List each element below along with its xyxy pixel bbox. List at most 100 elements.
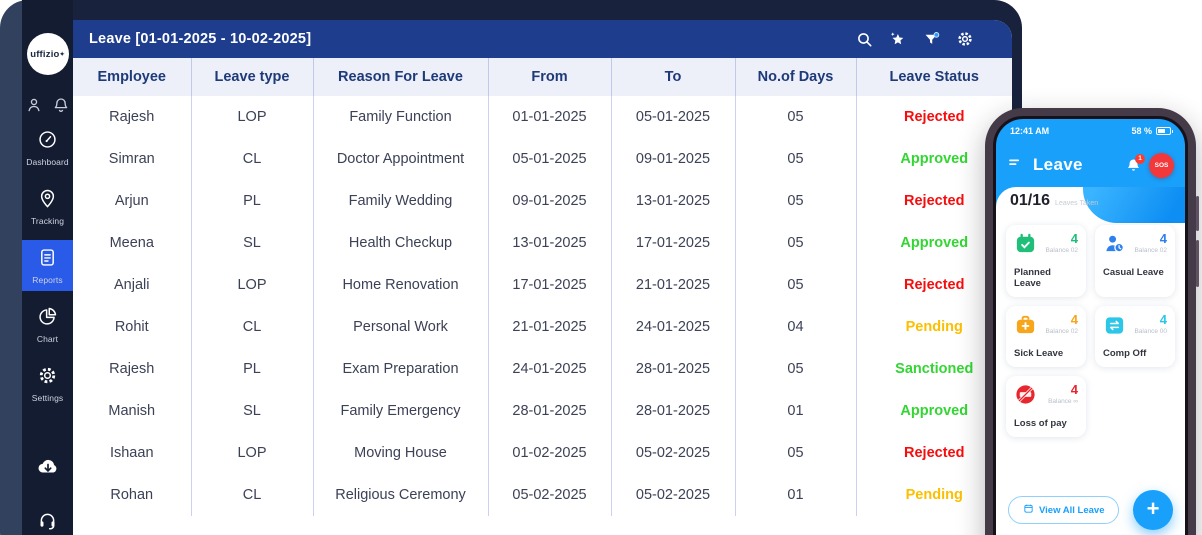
cell-days: 05 bbox=[735, 348, 857, 390]
cell-employee: Simran bbox=[73, 138, 192, 180]
view-all-leave-button[interactable]: View All Leave bbox=[1008, 496, 1120, 524]
sidebar-item-settings[interactable]: Settings bbox=[22, 358, 73, 409]
table-header-row: Employee Leave type Reason For Leave From To… bbox=[73, 58, 1012, 96]
sidebar-item-label: Tracking bbox=[30, 216, 65, 226]
cell-days: 04 bbox=[735, 306, 857, 348]
cell-from: 13-01-2025 bbox=[488, 222, 612, 264]
notification-badge: 1 bbox=[1135, 153, 1145, 164]
dashboard-gauge-icon bbox=[37, 129, 58, 155]
cell-employee: Rohan bbox=[73, 474, 192, 516]
cell-leave-type: LOP bbox=[191, 96, 314, 138]
cell-leave-type: LOP bbox=[191, 264, 314, 306]
leave-table-body: Rajesh LOP Family Function 01-01-2025 05-01-… bbox=[73, 96, 1012, 516]
table-row[interactable]: Rohan CL Religious Ceremony 05-02-2025 05-02… bbox=[73, 474, 1012, 516]
sidebar-item-reports[interactable]: Reports bbox=[22, 240, 73, 291]
table-row[interactable]: Anjali LOP Home Renovation 17-01-2025 21-01-… bbox=[73, 264, 1012, 306]
column-header[interactable]: Employee bbox=[73, 58, 192, 96]
column-header[interactable]: No.of Days bbox=[735, 58, 857, 96]
settings-gear-icon bbox=[37, 365, 58, 391]
phone-side-button bbox=[1195, 240, 1199, 287]
leave-balance: Balance 02 bbox=[1045, 247, 1078, 254]
cell-from: 01-01-2025 bbox=[488, 96, 612, 138]
calendar-check-icon bbox=[1014, 232, 1037, 260]
leave-type-card[interactable]: 4 Balance 02 Casual Leave bbox=[1095, 225, 1175, 297]
leave-type-card[interactable]: 4 Balance ∞ Loss of pay bbox=[1006, 376, 1086, 437]
leave-count: 4 bbox=[1159, 312, 1167, 327]
cell-reason: Moving House bbox=[313, 432, 489, 474]
leave-type-name: Comp Off bbox=[1103, 348, 1147, 359]
search-icon[interactable] bbox=[856, 31, 873, 48]
column-header[interactable]: Leave type bbox=[191, 58, 314, 96]
cell-employee: Ishaan bbox=[73, 432, 192, 474]
table-row[interactable]: Simran CL Doctor Appointment 05-01-2025 09-0… bbox=[73, 138, 1012, 180]
cloud-download-icon bbox=[36, 454, 60, 483]
table-row[interactable]: Manish SL Family Emergency 28-01-2025 28-01-… bbox=[73, 390, 1012, 432]
cell-employee: Arjun bbox=[73, 180, 192, 222]
sidebar-item-chart[interactable]: Chart bbox=[22, 299, 73, 350]
chart-pie-icon bbox=[37, 306, 58, 332]
column-header[interactable]: From bbox=[488, 58, 612, 96]
cell-leave-type: PL bbox=[191, 180, 314, 222]
gear-icon[interactable] bbox=[956, 30, 974, 48]
cell-reason: Doctor Appointment bbox=[313, 138, 489, 180]
sidebar-item-label: Settings bbox=[31, 393, 64, 403]
cell-days: 05 bbox=[735, 432, 857, 474]
star-icon[interactable] bbox=[888, 30, 907, 49]
cell-days: 01 bbox=[735, 390, 857, 432]
battery-percent: 58 % bbox=[1131, 126, 1152, 136]
add-leave-fab[interactable]: + bbox=[1133, 490, 1173, 530]
sidebar-item-label: Dashboard bbox=[26, 157, 69, 167]
cell-reason: Health Checkup bbox=[313, 222, 489, 264]
phone-bell-icon[interactable]: 1 bbox=[1125, 153, 1145, 174]
cell-leave-type: PL bbox=[191, 348, 314, 390]
header-wave-shape bbox=[1082, 187, 1185, 223]
cell-days: 01 bbox=[735, 474, 857, 516]
cell-to: 05-01-2025 bbox=[611, 96, 736, 138]
column-header[interactable]: Leave Status bbox=[856, 58, 1012, 96]
sidebar-item-tracking[interactable]: Tracking bbox=[22, 181, 73, 232]
table-row[interactable]: Rajesh PL Exam Preparation 24-01-2025 28-01-… bbox=[73, 348, 1012, 390]
cell-reason: Family Wedding bbox=[313, 180, 489, 222]
cell-to: 17-01-2025 bbox=[611, 222, 736, 264]
sidebar-item-dashboard[interactable]: Dashboard bbox=[22, 122, 73, 173]
cell-to: 24-01-2025 bbox=[611, 306, 736, 348]
medical-kit-icon bbox=[1014, 313, 1037, 341]
table-row[interactable]: Ishaan LOP Moving House 01-02-2025 05-02-202… bbox=[73, 432, 1012, 474]
sidebar-item-support[interactable]: Support bbox=[22, 503, 73, 535]
cell-from: 28-01-2025 bbox=[488, 390, 612, 432]
cell-to: 09-01-2025 bbox=[611, 138, 736, 180]
leave-type-name: Sick Leave bbox=[1014, 348, 1064, 359]
battery-icon bbox=[1156, 127, 1173, 135]
cell-reason: Exam Preparation bbox=[313, 348, 489, 390]
main-panel: Leave [01-01-2025 - 10-02-2025] bbox=[73, 20, 1012, 535]
cell-leave-type: SL bbox=[191, 390, 314, 432]
leave-count: 4 bbox=[1070, 312, 1078, 327]
leave-balance: Balance 02 bbox=[1045, 328, 1078, 335]
cell-leave-type: CL bbox=[191, 138, 314, 180]
leave-type-card[interactable]: 4 Balance 02 Sick Leave bbox=[1006, 306, 1086, 367]
hamburger-menu-icon[interactable] bbox=[1007, 154, 1025, 177]
filter-icon[interactable] bbox=[922, 30, 941, 49]
table-row[interactable]: Arjun PL Family Wedding 09-01-2025 13-01-202… bbox=[73, 180, 1012, 222]
notifications-bell-icon[interactable] bbox=[52, 96, 70, 114]
table-row[interactable]: Rajesh LOP Family Function 01-01-2025 05-01-… bbox=[73, 96, 1012, 138]
sos-button[interactable]: SOS bbox=[1149, 152, 1174, 178]
leaves-taken-label: Leaves Taken bbox=[1055, 200, 1099, 207]
table-row[interactable]: Rohit CL Personal Work 21-01-2025 24-01-2025… bbox=[73, 306, 1012, 348]
column-header[interactable]: Reason For Leave bbox=[313, 58, 489, 96]
cell-employee: Rajesh bbox=[73, 348, 192, 390]
cell-leave-status: Rejected bbox=[856, 96, 1012, 138]
sidebar-item-cloud-download[interactable] bbox=[22, 447, 73, 489]
leave-type-name: Casual Leave bbox=[1103, 267, 1164, 278]
leave-type-card[interactable]: 4 Balance 00 Comp Off bbox=[1095, 306, 1175, 367]
leave-type-card[interactable]: 4 Balance 02 Planned Leave bbox=[1006, 225, 1086, 297]
cell-leave-type: LOP bbox=[191, 432, 314, 474]
leave-type-name: Planned Leave bbox=[1014, 267, 1051, 289]
support-headset-icon bbox=[37, 510, 58, 535]
column-header[interactable]: To bbox=[611, 58, 736, 96]
table-row[interactable]: Meena SL Health Checkup 13-01-2025 17-01-202… bbox=[73, 222, 1012, 264]
reports-document-icon bbox=[37, 247, 58, 273]
profile-icon[interactable] bbox=[25, 96, 43, 114]
calendar-swap-icon bbox=[1103, 313, 1126, 341]
